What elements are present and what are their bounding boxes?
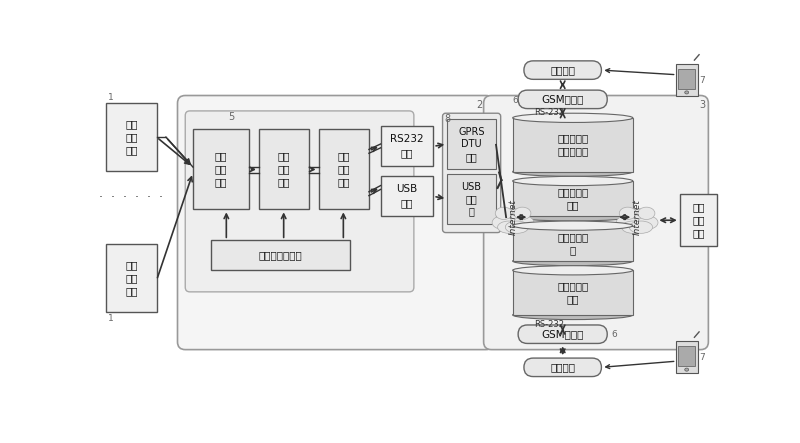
Ellipse shape	[513, 212, 633, 221]
Ellipse shape	[513, 113, 633, 122]
Text: 短信平台: 短信平台	[550, 65, 575, 75]
Ellipse shape	[622, 221, 645, 233]
Ellipse shape	[638, 216, 658, 229]
Ellipse shape	[513, 176, 633, 186]
FancyBboxPatch shape	[518, 90, 607, 109]
Bar	[106, 244, 157, 312]
Ellipse shape	[513, 221, 633, 230]
Bar	[447, 174, 496, 224]
Ellipse shape	[616, 216, 636, 229]
FancyBboxPatch shape	[524, 61, 602, 79]
Text: 智能决策与
推理子系统: 智能决策与 推理子系统	[557, 133, 588, 156]
Ellipse shape	[630, 221, 653, 233]
Text: 人机
交互
模块: 人机 交互 模块	[692, 202, 705, 238]
Bar	[513, 225, 633, 261]
Bar	[193, 128, 249, 210]
Text: Internet: Internet	[509, 199, 518, 235]
Bar	[259, 128, 310, 210]
Bar	[513, 270, 633, 315]
Ellipse shape	[623, 209, 651, 225]
FancyBboxPatch shape	[524, 358, 602, 377]
Text: 6: 6	[513, 97, 518, 105]
Text: GPRS
DTU
模块: GPRS DTU 模块	[458, 127, 485, 162]
Text: 7: 7	[699, 76, 705, 85]
Text: 3: 3	[699, 100, 706, 110]
Ellipse shape	[514, 216, 534, 229]
Text: ·  ·  ·  ·  ·  ·: · · · · · ·	[99, 191, 163, 204]
Text: 数据
采集
装置: 数据 采集 装置	[125, 119, 138, 155]
Text: 主动推送子
系统: 主动推送子 系统	[557, 187, 588, 210]
Ellipse shape	[514, 207, 531, 219]
Bar	[513, 181, 633, 216]
Bar	[211, 240, 350, 269]
Text: 无线
收发
装置: 无线 收发 装置	[214, 151, 227, 187]
Bar	[381, 126, 434, 167]
Text: 2: 2	[477, 100, 483, 110]
Bar	[678, 346, 695, 366]
Bar	[106, 103, 157, 171]
Ellipse shape	[513, 256, 633, 266]
Ellipse shape	[506, 221, 529, 233]
Text: GSM短信猫: GSM短信猫	[542, 329, 584, 339]
Bar	[381, 176, 434, 216]
Ellipse shape	[513, 266, 633, 275]
Text: 太阳能电源模块: 太阳能电源模块	[258, 250, 302, 260]
Ellipse shape	[499, 209, 527, 225]
FancyBboxPatch shape	[178, 96, 494, 350]
Text: 5: 5	[229, 112, 235, 122]
Text: RS-232: RS-232	[534, 108, 564, 117]
Bar	[447, 119, 496, 169]
Text: USB
存储
器: USB 存储 器	[462, 182, 482, 217]
Ellipse shape	[685, 91, 689, 94]
Text: 人机
交互
模块: 人机 交互 模块	[338, 151, 350, 187]
Ellipse shape	[619, 207, 636, 219]
Text: GSM短信猫: GSM短信猫	[542, 94, 584, 105]
Text: RS232
芯片: RS232 芯片	[390, 134, 424, 158]
FancyBboxPatch shape	[186, 111, 414, 292]
Text: 作物预警子
系统: 作物预警子 系统	[557, 281, 588, 304]
Ellipse shape	[638, 207, 655, 219]
Ellipse shape	[513, 311, 633, 319]
Bar	[678, 69, 695, 89]
Text: 6: 6	[611, 330, 618, 339]
FancyBboxPatch shape	[484, 96, 708, 350]
Text: RS-232: RS-232	[534, 320, 564, 329]
Ellipse shape	[513, 167, 633, 176]
Text: 第二
微控
制器: 第二 微控 制器	[278, 151, 290, 187]
Bar	[318, 128, 369, 210]
FancyBboxPatch shape	[442, 113, 501, 233]
Bar	[513, 118, 633, 172]
Text: 网络应用系
统: 网络应用系 统	[557, 232, 588, 255]
Text: 数据
采集
装置: 数据 采集 装置	[125, 260, 138, 296]
Ellipse shape	[685, 368, 689, 371]
Ellipse shape	[495, 207, 512, 219]
Ellipse shape	[492, 216, 512, 229]
Text: Internet: Internet	[633, 199, 642, 235]
Bar	[680, 194, 717, 246]
Text: USB
芯片: USB 芯片	[396, 184, 418, 208]
Text: 1: 1	[108, 314, 114, 323]
Ellipse shape	[498, 221, 521, 233]
Bar	[676, 64, 698, 96]
Text: 1: 1	[108, 93, 114, 101]
Text: 短信平台: 短信平台	[550, 362, 575, 372]
Text: 7: 7	[699, 353, 705, 362]
FancyBboxPatch shape	[518, 325, 607, 343]
Text: 8: 8	[444, 114, 450, 124]
Bar	[676, 341, 698, 373]
